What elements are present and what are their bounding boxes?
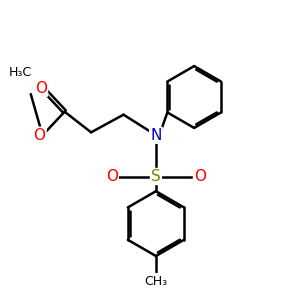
Text: H₃C: H₃C [7,68,30,81]
Text: O: O [106,169,118,184]
Text: O: O [194,169,206,184]
Text: N: N [150,128,162,143]
Text: H: H [9,68,18,81]
Text: CH₃: CH₃ [144,274,167,287]
Text: O: O [35,81,47,96]
Text: O: O [34,128,46,143]
Text: H₃C: H₃C [8,66,32,80]
Text: S: S [151,169,161,184]
